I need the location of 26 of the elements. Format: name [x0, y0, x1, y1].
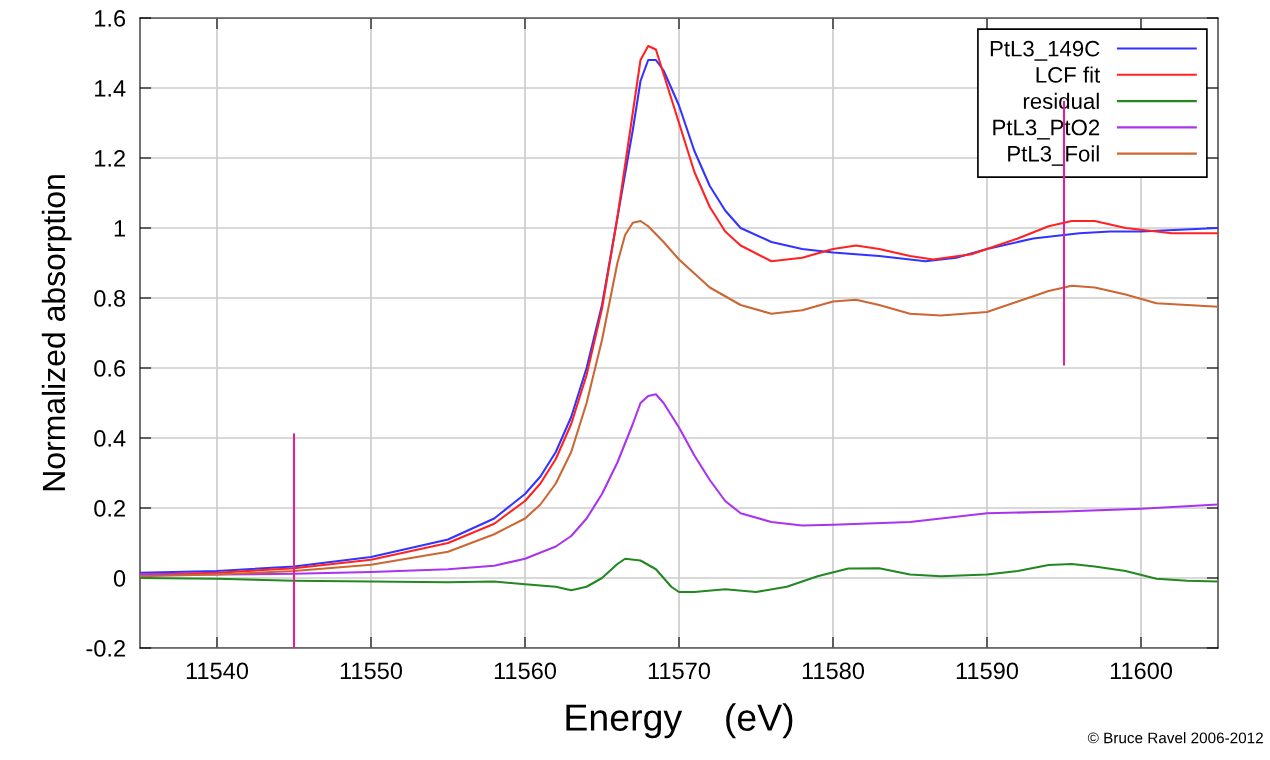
legend-label: LCF fit	[1036, 66, 1101, 83]
y-tick-label: 1.6	[95, 10, 126, 27]
x-tick-label: 11540	[186, 662, 249, 680]
y-tick-label: 0.6	[94, 360, 126, 377]
x-tick-label: 11550	[340, 662, 403, 680]
legend-label: PtL3_149C	[990, 40, 1100, 61]
y-tick-label: 1.4	[95, 80, 126, 97]
x-axis-title: Energy (eV)	[566, 703, 793, 739]
y-tick-label: -0.2	[86, 640, 125, 657]
line-series	[140, 393, 1218, 576]
line-series	[140, 219, 1218, 578]
y-tick-label: 0.2	[94, 500, 125, 517]
y-tick-label: 0.8	[94, 290, 126, 307]
x-tick-label: 11560	[494, 662, 557, 680]
text: © Bruce Ravel 2006-2012	[1087, 732, 1263, 744]
legend-label: residual	[1023, 92, 1099, 110]
x-tick-label: 11580	[802, 662, 865, 680]
y-tick-label: 0	[113, 570, 126, 587]
line-series	[140, 557, 1218, 594]
x-tick-label: 11600	[1110, 662, 1173, 680]
y-axis-title: Normalized absorption	[41, 175, 72, 491]
y-tick-label: 1.2	[95, 150, 125, 167]
y-tick-label: 0.4	[94, 430, 126, 447]
x-tick-label: 11570	[648, 662, 711, 680]
x-tick-label: 11590	[956, 662, 1019, 680]
y-tick-label: 1	[114, 220, 125, 237]
